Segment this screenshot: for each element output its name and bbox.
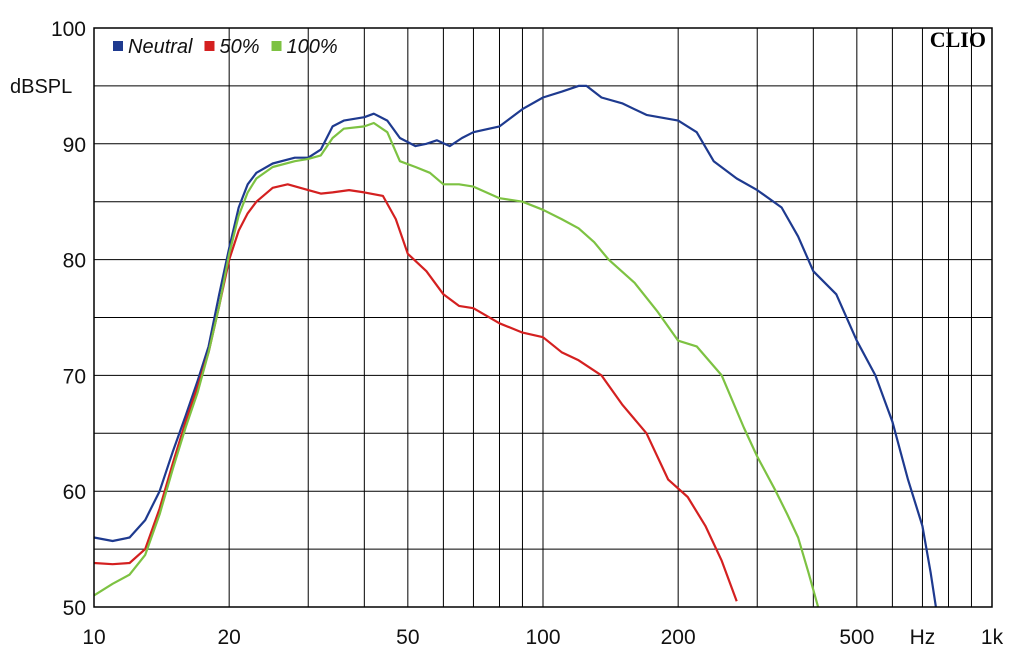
legend-label: Neutral (128, 36, 193, 58)
legend-swatch (113, 41, 123, 51)
y-axis-tick-labels: 50 60 70 80 90 100 (51, 18, 86, 620)
legend-label: 100% (287, 36, 338, 58)
x-axis-tick-labels: 10 20 50 100 200 500 1k Hz (82, 626, 1003, 649)
legend-item: Neutral (113, 36, 193, 58)
x-tick-label: 200 (661, 626, 696, 649)
y-tick-label: 50 (63, 597, 86, 620)
y-axis-label: dBSPL (10, 76, 72, 98)
legend-item: 100% (271, 36, 338, 58)
series-line-50 (93, 183, 738, 602)
y-tick-label: 70 (63, 365, 86, 388)
y-tick-label: 60 (63, 481, 86, 504)
series-lines (93, 84, 937, 608)
legend: Neutral 50% 100% (113, 36, 338, 58)
grid-lines (94, 28, 992, 607)
x-tick-label: 50 (396, 626, 419, 649)
y-tick-label: 90 (63, 134, 86, 157)
y-tick-label: 100 (51, 18, 86, 41)
legend-label: 50% (219, 36, 259, 58)
x-tick-label: 500 (839, 626, 874, 649)
y-tick-label: 80 (63, 250, 86, 273)
x-tick-label: 20 (217, 626, 240, 649)
x-axis-label: Hz (910, 626, 936, 649)
brand-label: CLIO (930, 27, 986, 52)
legend-swatch (271, 41, 282, 51)
plot-frame (93, 27, 993, 608)
series-line-100 (93, 121, 820, 608)
series-line-neutral (93, 84, 937, 608)
x-tick-label: 100 (525, 626, 560, 649)
legend-swatch (204, 41, 215, 51)
x-tick-label: 1k (981, 626, 1004, 649)
x-tick-label: 10 (82, 626, 105, 649)
legend-item: 50% (204, 36, 260, 58)
